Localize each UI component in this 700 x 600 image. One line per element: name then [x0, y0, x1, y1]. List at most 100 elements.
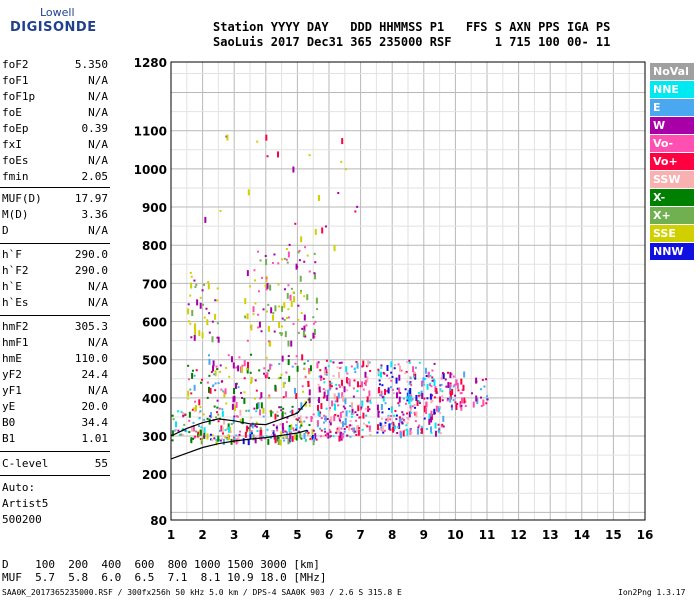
echo-point	[193, 374, 196, 377]
echo-point	[450, 373, 453, 376]
echo-point	[334, 414, 337, 417]
echo-point	[295, 355, 298, 358]
echo-point	[358, 404, 361, 407]
echo-point	[357, 405, 360, 412]
echo-point	[332, 435, 335, 438]
echo-point	[288, 375, 291, 382]
echo-point	[280, 373, 283, 376]
echo-point	[420, 425, 423, 428]
echo-point	[307, 398, 310, 401]
echo-point	[397, 426, 400, 429]
echo-point	[398, 396, 401, 403]
echo-point	[241, 418, 244, 425]
echo-point	[472, 401, 475, 408]
echo-point	[348, 424, 351, 431]
param-row: fmin 2.05	[2, 170, 108, 184]
echo-point	[187, 303, 190, 306]
echo-point	[379, 422, 382, 425]
header-line-2: SaoLuis 2017 Dec31 365 235000 RSF 1 715 …	[213, 35, 611, 49]
echo-point	[399, 392, 402, 395]
param-value: 1.01	[81, 432, 109, 445]
echo-point	[485, 378, 488, 381]
echo-point	[217, 413, 220, 416]
echo-point	[411, 405, 414, 408]
echo-point	[288, 424, 291, 427]
echo-point	[290, 424, 293, 431]
echo-point	[314, 433, 317, 440]
echo-point	[441, 372, 444, 375]
echo-point	[307, 380, 310, 387]
echo-point	[275, 426, 278, 429]
echo-point	[221, 380, 224, 383]
echo-point	[256, 403, 259, 410]
echo-point	[261, 276, 264, 279]
echo-point	[449, 372, 452, 379]
echo-point	[254, 302, 257, 305]
echo-point	[301, 354, 304, 361]
echo-point	[217, 420, 220, 423]
echo-point	[279, 439, 282, 446]
echo-point	[294, 387, 297, 394]
echo-point	[329, 406, 332, 409]
param-value: N/A	[88, 384, 108, 397]
echo-point	[317, 404, 320, 411]
echo-point	[333, 415, 336, 422]
echo-point	[296, 419, 299, 422]
echo-point	[318, 386, 321, 393]
echo-point	[415, 411, 418, 418]
echo-point	[180, 411, 183, 414]
echo-point	[283, 430, 286, 433]
echo-point	[247, 189, 250, 196]
echo-point	[351, 408, 354, 415]
echo-point	[189, 294, 192, 297]
echo-point	[244, 431, 247, 438]
echo-point	[257, 250, 260, 253]
echo-point	[457, 389, 460, 392]
echo-point	[456, 382, 459, 389]
echo-point	[189, 271, 192, 274]
echo-point	[454, 394, 457, 397]
echo-point	[429, 374, 432, 377]
echo-point	[308, 372, 311, 375]
echo-point	[319, 435, 322, 438]
echo-point	[235, 434, 238, 437]
echo-point	[297, 318, 300, 321]
echo-point	[322, 396, 325, 399]
echo-point	[362, 388, 365, 391]
echo-point	[398, 416, 401, 419]
echo-point	[259, 427, 262, 430]
echo-point	[453, 383, 456, 386]
echo-point	[266, 428, 269, 431]
echo-point	[360, 406, 363, 409]
echo-point	[393, 426, 396, 429]
echo-point	[191, 369, 194, 372]
echo-point	[190, 336, 193, 339]
echo-point	[358, 427, 361, 430]
echo-point	[239, 430, 242, 433]
echo-point	[232, 362, 235, 369]
echo-point	[349, 424, 352, 427]
echo-point	[182, 414, 185, 417]
echo-point	[227, 354, 230, 357]
echo-point	[232, 396, 235, 403]
echo-point	[349, 378, 352, 381]
echo-point	[192, 425, 195, 432]
echo-point	[254, 379, 257, 382]
echo-point	[312, 429, 315, 432]
echo-point	[205, 307, 208, 310]
echo-point	[420, 427, 423, 434]
echo-point	[278, 321, 281, 328]
echo-point	[306, 254, 309, 257]
echo-point	[221, 437, 224, 440]
echo-point	[340, 361, 343, 364]
echo-point	[305, 416, 308, 419]
echo-point	[365, 414, 368, 417]
echo-point	[298, 249, 301, 252]
echo-point	[233, 437, 236, 440]
echo-point	[290, 431, 293, 434]
param-label: fmin	[2, 170, 29, 183]
echo-point	[386, 365, 389, 372]
legend-item-noval: NoVal	[650, 63, 694, 80]
echo-point	[359, 385, 362, 388]
